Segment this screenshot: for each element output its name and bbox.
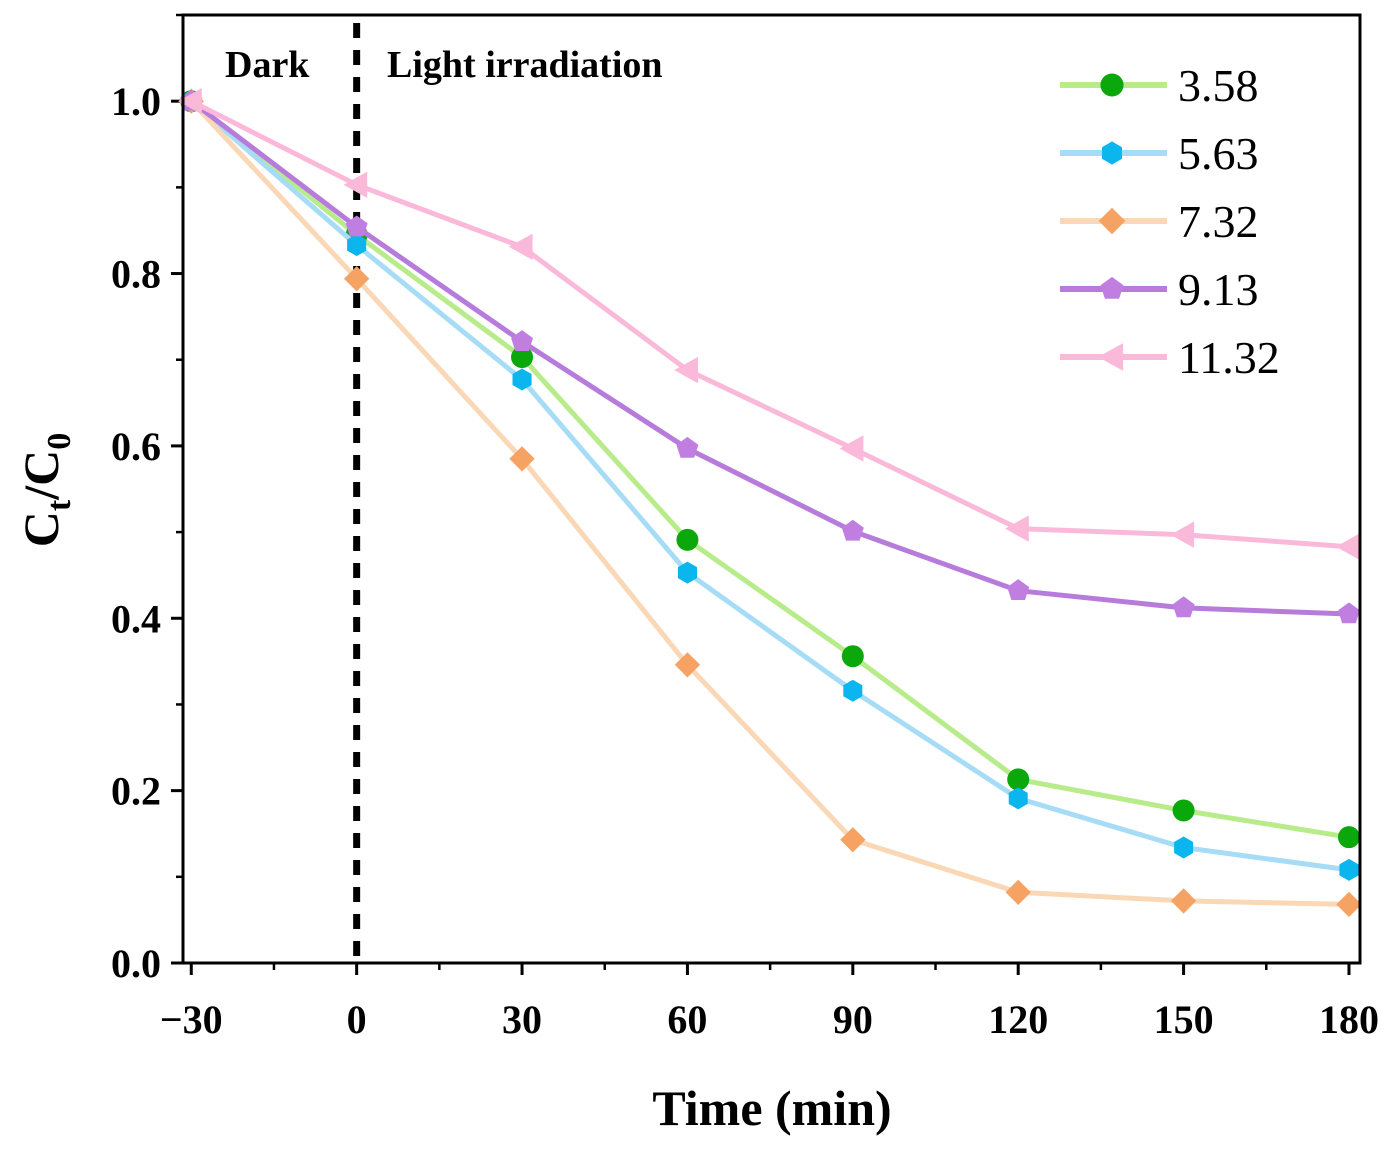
series-line-5.63 xyxy=(189,99,1350,873)
x-tick-label-4: 90 xyxy=(833,997,873,1042)
legend: 3.58 5.63 7.32 9.13 11.32 xyxy=(1060,60,1280,383)
data-point-11.32-30 xyxy=(508,233,533,260)
legend-item-7.32: 7.32 xyxy=(1060,196,1259,247)
series-line-7.32 xyxy=(189,99,1350,907)
x-tick-label-3: 60 xyxy=(667,997,707,1042)
data-point-9.13-0 xyxy=(345,215,368,237)
y-axis-title: Ct/C0 xyxy=(13,433,78,547)
data-point-11.32-60 xyxy=(674,356,698,384)
annotations: Dark Light irradiation xyxy=(225,44,663,86)
light-label: Light irradiation xyxy=(387,44,663,86)
legend-label-5.63: 5.63 xyxy=(1178,128,1259,179)
x-tick-label-0: −30 xyxy=(160,997,223,1042)
data-point-7.32-0 xyxy=(344,266,370,292)
data-point-3.58-90 xyxy=(841,645,864,668)
data-point-5.63-90 xyxy=(843,679,863,702)
legend-label-9.13: 9.13 xyxy=(1178,264,1259,315)
legend-marker-11.32 xyxy=(1098,343,1124,371)
data-point-11.32-150 xyxy=(1170,521,1195,548)
data-point-9.13-120 xyxy=(1007,579,1030,600)
y-title-sub-0: 0 xyxy=(41,433,78,450)
data-point-11.32-0 xyxy=(343,171,368,198)
data-point-7.32-30 xyxy=(509,446,535,472)
x-axis-title: Time (min) xyxy=(652,1080,891,1136)
series-line-11.32 xyxy=(190,98,1350,550)
x-tick-label-2: 30 xyxy=(502,997,542,1042)
legend-item-3.58: 3.58 xyxy=(1060,60,1259,111)
data-point-9.13-180 xyxy=(1338,602,1360,624)
x-tick-label-1: 0 xyxy=(347,997,367,1042)
data-point-11.32--30 xyxy=(178,88,202,115)
data-point-5.63-60 xyxy=(677,561,697,584)
data-point-5.63-30 xyxy=(512,368,532,391)
data-point-7.32-90 xyxy=(840,827,866,853)
data-point-3.58-60 xyxy=(676,528,699,551)
data-point-9.13-60 xyxy=(676,436,699,458)
y-tick-label-3: 0.6 xyxy=(111,424,161,469)
y-tick-label-1: 0.2 xyxy=(111,769,161,814)
legend-marker-3.58 xyxy=(1100,73,1124,97)
y-tick-label-5: 1.0 xyxy=(111,79,161,124)
series-line-9.13 xyxy=(189,99,1350,617)
x-tick-label-7: 180 xyxy=(1319,997,1379,1042)
dark-label: Dark xyxy=(225,44,310,86)
y-title-slash-c: /C xyxy=(13,450,69,501)
data-point-9.13-150 xyxy=(1172,596,1195,618)
data-point-11.32-120 xyxy=(1005,515,1029,542)
x-tick-label-6: 150 xyxy=(1154,997,1214,1042)
axes: −30 0 30 60 90 120 150 180 0.0 0.2 0.4 0.6 0.8 1.0 xyxy=(111,13,1379,1042)
x-tick-label-5: 120 xyxy=(988,997,1048,1042)
data-point-9.13-90 xyxy=(841,519,864,541)
plot-frame xyxy=(181,13,1362,965)
data-point-5.63-120 xyxy=(1008,787,1028,810)
legend-label-11.32: 11.32 xyxy=(1178,332,1280,383)
legend-marker-5.63 xyxy=(1102,141,1122,165)
data-point-11.32-90 xyxy=(839,435,864,462)
data-point-11.32-180 xyxy=(1335,533,1360,560)
data-point-3.58-30 xyxy=(511,346,534,369)
data-point-9.13-30 xyxy=(511,330,533,351)
legend-marker-9.13 xyxy=(1100,276,1124,299)
series-11.32 xyxy=(178,88,1360,560)
y-tick-label-4: 0.8 xyxy=(111,252,161,297)
legend-item-9.13: 9.13 xyxy=(1060,264,1259,315)
data-point-7.32-60 xyxy=(674,652,701,678)
legend-marker-7.32 xyxy=(1098,207,1126,235)
y-tick-label-2: 0.4 xyxy=(111,596,161,641)
data-point-3.58-180 xyxy=(1337,826,1360,849)
data-point-3.58-150 xyxy=(1172,799,1195,822)
data-point-3.58-120 xyxy=(1007,768,1030,791)
series-line-3.58 xyxy=(189,99,1350,840)
data-point-5.63-150 xyxy=(1174,836,1194,859)
legend-label-7.32: 7.32 xyxy=(1178,196,1259,247)
legend-label-3.58: 3.58 xyxy=(1178,60,1259,111)
y-tick-label-0: 0.0 xyxy=(111,941,161,986)
data-point-5.63-0 xyxy=(347,234,367,257)
data-point-7.32-180 xyxy=(1336,891,1362,917)
data-point-7.32-150 xyxy=(1170,888,1197,914)
y-title-sub-t: t xyxy=(41,499,78,511)
data-point-5.63-180 xyxy=(1339,858,1359,881)
series-layer xyxy=(178,88,1362,917)
data-point-7.32-120 xyxy=(1005,879,1031,905)
y-title-c: C xyxy=(13,511,69,547)
legend-item-11.32: 11.32 xyxy=(1060,332,1280,383)
legend-item-5.63: 5.63 xyxy=(1060,128,1259,179)
